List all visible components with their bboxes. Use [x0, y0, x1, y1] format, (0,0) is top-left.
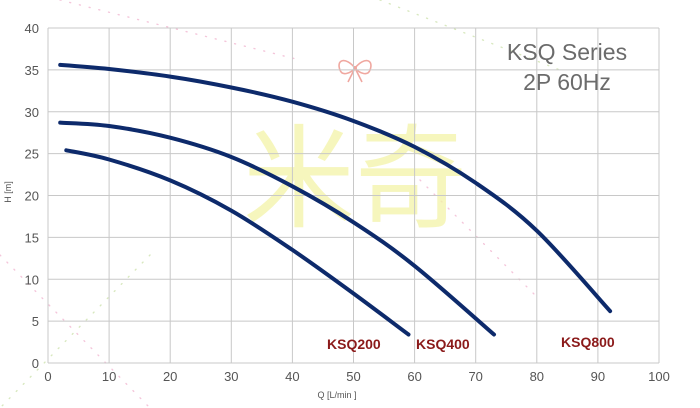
series-label-ksq200: KSQ200 — [327, 336, 381, 352]
y-tick-label: 25 — [25, 147, 39, 162]
x-tick-label: 10 — [102, 369, 116, 384]
chart-grid — [47, 27, 660, 364]
series-label-ksq400: KSQ400 — [416, 336, 470, 352]
x-tick-label: 20 — [163, 369, 177, 384]
x-tick-label: 30 — [224, 369, 238, 384]
x-tick-label: 50 — [346, 369, 360, 384]
y-tick-label: 15 — [25, 230, 39, 245]
x-tick-label: 100 — [648, 369, 670, 384]
series-line-ksq400 — [58, 120, 496, 337]
decor-dot-line — [0, 254, 151, 408]
y-tick-label: 40 — [25, 21, 39, 36]
x-tick-label: 0 — [44, 369, 51, 384]
series-labels: KSQ200 KSQ400 KSQ800 — [327, 334, 615, 352]
y-axis-ticks: 0 5 10 15 20 25 30 35 40 — [25, 21, 39, 371]
x-tick-label: 90 — [591, 369, 605, 384]
x-tick-label: 80 — [530, 369, 544, 384]
series-label-ksq800: KSQ800 — [561, 334, 615, 350]
decor-dot-line — [379, 0, 561, 71]
background-decoration — [0, 0, 561, 408]
y-tick-label: 5 — [32, 314, 39, 329]
ribbon-icon — [338, 59, 372, 83]
y-tick-label: 35 — [25, 63, 39, 78]
x-axis-ticks: 0 10 20 30 40 50 60 70 80 90 100 — [44, 369, 669, 384]
y-axis-label: H [m] — [3, 181, 13, 203]
series-line-ksq200 — [64, 148, 411, 337]
x-axis-label: Q [L/min ] — [317, 390, 356, 400]
x-tick-label: 60 — [407, 369, 421, 384]
x-tick-label: 40 — [285, 369, 299, 384]
y-tick-label: 20 — [25, 189, 39, 204]
y-tick-label: 0 — [32, 356, 39, 371]
decor-dot-line — [59, 0, 301, 61]
chart-title: KSQ Series — [507, 39, 627, 65]
series-lines — [58, 62, 613, 337]
y-tick-label: 30 — [25, 105, 39, 120]
decor-dot-line — [419, 179, 541, 301]
series-line-ksq800 — [58, 62, 613, 314]
chart-title-block: KSQ Series 2P 60Hz — [507, 39, 627, 95]
x-tick-label: 70 — [468, 369, 482, 384]
y-tick-label: 10 — [25, 272, 39, 287]
decor-dot-line — [0, 254, 151, 408]
chart-subtitle: 2P 60Hz — [523, 69, 611, 95]
